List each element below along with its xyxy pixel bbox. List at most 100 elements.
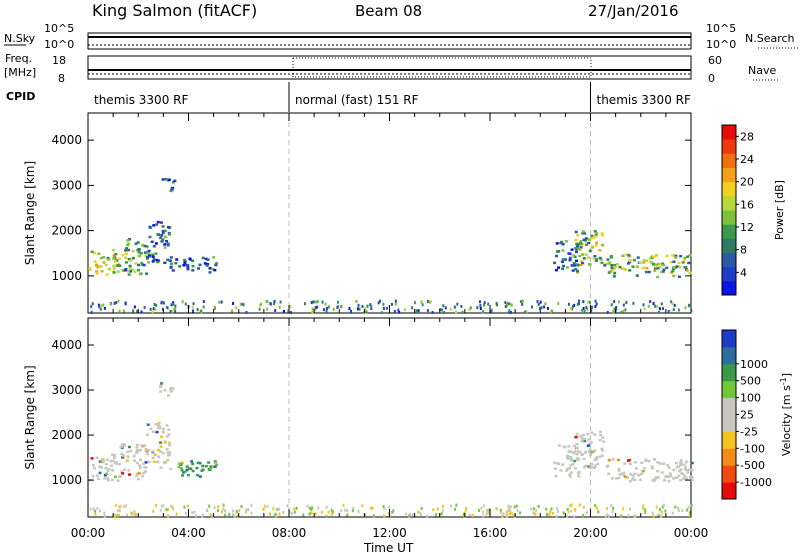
echo-region <box>118 443 149 481</box>
y-tick-label: 2000 <box>51 224 82 238</box>
echo-region <box>145 220 172 265</box>
x-tick-label: 00:00 <box>674 526 709 540</box>
echo-region <box>88 453 121 482</box>
nave-label: Nave <box>748 64 776 77</box>
colorbar-swatch <box>722 195 736 211</box>
noise-right-tick-low: 10^0 <box>706 38 736 51</box>
y-tick-label: 1000 <box>51 473 82 487</box>
colorbar-label-main: Velocity [m s <box>780 385 793 456</box>
cpid-segment-label: themis 3300 RF <box>597 93 691 107</box>
echo-region <box>168 256 219 274</box>
echo-region <box>118 238 149 276</box>
colorbar-tick-label: 16 <box>740 198 754 211</box>
colorbar-swatch <box>722 465 736 483</box>
colorbar-tick-label: 500 <box>740 375 761 388</box>
colorbar-tick-label: -25 <box>740 425 758 438</box>
colorbar-label: Velocity [m s-1] <box>779 373 793 456</box>
colorbar-tick-label: -500 <box>740 459 765 472</box>
frequency-panel: Freq. [MHz] 18 8 Nave 60 0 <box>4 52 778 85</box>
x-tick-label: 12:00 <box>372 526 407 540</box>
colorbar-swatch <box>722 153 736 168</box>
echo-region <box>603 253 692 279</box>
colorbar-swatch <box>722 346 736 365</box>
colorbar-tick-label: 8 <box>740 244 747 257</box>
colorbar-swatch <box>722 210 736 225</box>
echo-region <box>159 382 175 397</box>
colorbar-swatch <box>722 238 736 253</box>
y-tick-label: 4000 <box>51 133 82 147</box>
colorbar-frame <box>721 124 737 296</box>
cpid-segment-label: normal (fast) 151 RF <box>295 93 419 107</box>
colorbar-tick-label: -100 <box>740 442 765 455</box>
y-axis-label: Slant Range [km] <box>23 161 37 265</box>
colorbar-swatch <box>722 181 736 197</box>
noise-left-tick-high: 10^5 <box>44 22 74 35</box>
echo-region <box>573 430 606 470</box>
colorbar-swatch <box>722 414 736 432</box>
noise-right-tick-high: 10^5 <box>706 22 736 35</box>
x-axis-label: Time UT <box>363 541 414 554</box>
date-title: 27/Jan/2016 <box>588 2 679 20</box>
beam-title: Beam 08 <box>355 2 422 20</box>
echo-region <box>145 421 172 469</box>
colorbar-swatch <box>722 431 736 449</box>
time-axis: 00:00 04:00 08:00 12:00 16:00 20:00 00:00 <box>71 526 709 540</box>
y-tick-label: 3000 <box>51 383 82 397</box>
colorbar-tick-label: 24 <box>740 153 754 166</box>
colorbar-swatch <box>722 363 736 382</box>
colorbar-swatch <box>722 380 736 399</box>
x-tick-label: 08:00 <box>272 526 307 540</box>
freq-label-1: Freq. <box>5 52 32 65</box>
colorbar-label: Power [dB] <box>773 180 786 240</box>
colorbar-label-sup: -1 <box>779 377 788 385</box>
colorbar-tick-label: 28 <box>740 130 754 143</box>
freq-label-2: [MHz] <box>4 66 36 79</box>
y-tick-label: 2000 <box>51 428 82 442</box>
colorbar-swatch <box>722 330 736 348</box>
cpid-bar: themis 3300 RF normal (fast) 151 RF themis… <box>94 82 691 112</box>
colorbar-tick-label: 4 <box>740 266 747 279</box>
echo-region <box>572 230 605 268</box>
colorbar-swatch <box>722 482 736 500</box>
near-range-scatter <box>89 503 693 519</box>
power-panel: 1000 2000 3000 4000 Slant Range [km] 4 8 12 16 20… <box>23 112 786 315</box>
echo-region <box>605 458 694 483</box>
echo-region <box>552 444 581 478</box>
velocity-panel: 1000 2000 3000 4000 Slant Range [km] -1000 -50… <box>23 317 793 519</box>
colorbar-swatch <box>722 280 736 296</box>
colorbar-swatch <box>722 139 736 154</box>
y-tick-label: 4000 <box>51 338 82 352</box>
freq-right-tick-low: 0 <box>708 72 715 85</box>
colorbar-swatch <box>722 224 736 239</box>
x-tick-label: 16:00 <box>473 526 508 540</box>
colorbar-swatch <box>722 125 736 140</box>
cpid-label: CPID <box>6 90 35 103</box>
echo-region <box>161 177 177 193</box>
colorbar-label-end: ] <box>780 373 793 377</box>
freq-right-tick-high: 60 <box>708 54 722 67</box>
near-range-scatter <box>90 299 693 315</box>
noise-left-tick-low: 10^0 <box>44 38 74 51</box>
x-tick-label: 04:00 <box>171 526 206 540</box>
colorbar-swatch <box>722 167 736 183</box>
x-tick-label: 20:00 <box>573 526 608 540</box>
colorbar-swatch <box>722 397 736 415</box>
station-title: King Salmon (fitACF) <box>92 1 257 20</box>
colorbar-tick-label: 25 <box>740 409 754 422</box>
noise-right-label: N.Search <box>745 32 795 45</box>
noise-panel: N.Sky 10^5 10^0 N.Search 10^5 10^0 <box>4 22 798 51</box>
panel-frame <box>87 112 692 314</box>
noise-left-label: N.Sky <box>4 32 36 45</box>
y-axis-label: Slant Range [km] <box>23 365 37 469</box>
panel-frame <box>87 317 692 518</box>
colorbar-tick-label: 12 <box>740 221 754 234</box>
cpid-segment-label: themis 3300 RF <box>94 93 188 107</box>
y-tick-label: 1000 <box>51 269 82 283</box>
colorbar-swatch <box>722 252 736 268</box>
colorbar-tick-label: 100 <box>740 392 761 405</box>
colorbar-tick-label: -1000 <box>740 476 772 489</box>
freq-left-tick-high: 18 <box>52 54 66 67</box>
freq-left-tick-low: 8 <box>58 72 65 85</box>
colorbar-tick-label: 1000 <box>740 358 768 371</box>
